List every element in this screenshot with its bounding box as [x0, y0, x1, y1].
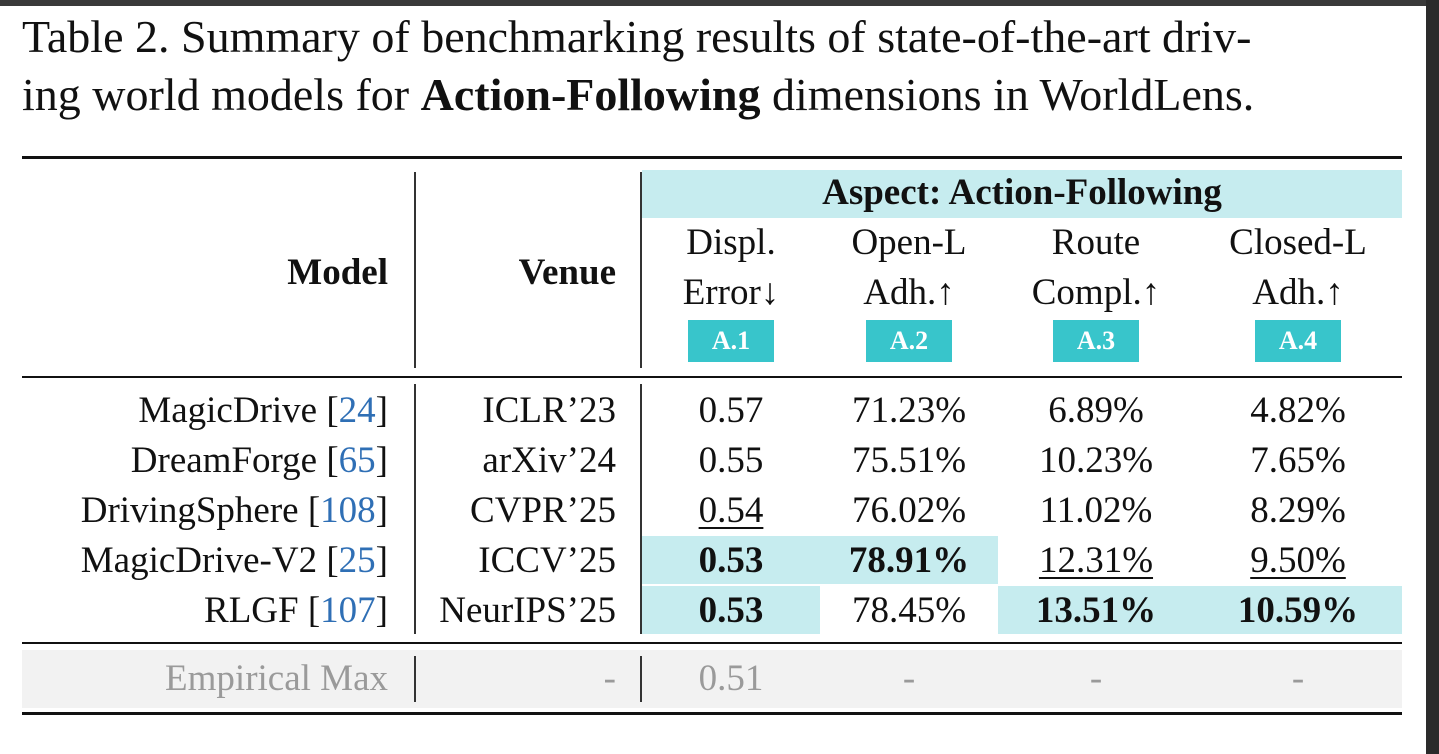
row1-val1: 0.57: [698, 390, 764, 431]
col2-badge: A.2: [866, 320, 952, 362]
row5-val2: 78.45%: [851, 590, 967, 631]
row4-val4: 9.50%: [1250, 540, 1346, 581]
row5-venue: NeurIPS’25: [439, 590, 616, 631]
col3-line2: Compl.↑: [1031, 272, 1161, 313]
highlight-row4: [642, 536, 998, 584]
col1-line1: Displ.: [686, 222, 776, 263]
row3-val3: 11.02%: [1039, 490, 1153, 531]
row3-model: DrivingSphere [108]: [80, 490, 388, 531]
empirical-val3: -: [1089, 658, 1103, 699]
vsep-emp-1: [414, 656, 416, 702]
caption-line-1: Table 2. Summary of benchmarking results…: [22, 11, 1252, 62]
highlight-row5-b: [998, 586, 1402, 634]
top-rule: [22, 156, 1402, 159]
caption-bold: Action-Following: [420, 69, 761, 120]
header-rule: [22, 376, 1402, 378]
body-rule: [22, 642, 1402, 644]
col2-line2: Adh.↑: [863, 272, 955, 313]
col3-badge: A.3: [1053, 320, 1139, 362]
aspect-header-bg: [642, 170, 1402, 218]
row4-venue: ICCV’25: [478, 540, 616, 581]
col1-badge: A.1: [688, 320, 774, 362]
row1-ref[interactable]: 24: [338, 390, 376, 431]
col4-badge: A.4: [1255, 320, 1341, 362]
header-model: Model: [287, 252, 388, 293]
row1-venue: ICLR’23: [482, 390, 616, 431]
col3-line1: Route: [1051, 222, 1141, 263]
row3-venue: CVPR’25: [470, 490, 616, 531]
row4-ref[interactable]: 25: [338, 540, 376, 581]
row1-val2: 71.23%: [851, 390, 967, 431]
col4-line1: Closed-L: [1229, 222, 1367, 263]
header-aspect: Aspect: Action-Following: [822, 172, 1222, 213]
row4-val2: 78.91%: [848, 540, 970, 581]
row2-model: DreamForge [65]: [130, 440, 388, 481]
row2-venue: arXiv’24: [482, 440, 616, 481]
row2-ref[interactable]: 65: [338, 440, 376, 481]
vsep-header-2: [640, 172, 642, 368]
row2-val1: 0.55: [698, 440, 764, 481]
row3-ref[interactable]: 108: [320, 490, 376, 531]
row1-val3: 6.89%: [1048, 390, 1144, 431]
row2-val3: 10.23%: [1038, 440, 1154, 481]
empirical-val1: 0.51: [698, 658, 764, 699]
empirical-venue: -: [603, 658, 616, 699]
table-caption: Table 2. Summary of benchmarking results…: [22, 8, 1422, 124]
bottom-rule: [22, 712, 1402, 715]
highlight-row5-a: [642, 586, 820, 634]
empirical-val2: -: [902, 658, 916, 699]
row5-ref[interactable]: 107: [320, 590, 376, 631]
col2-line1: Open-L: [851, 222, 967, 263]
row2-val4: 7.65%: [1250, 440, 1346, 481]
empirical-val4: -: [1291, 658, 1305, 699]
row4-model: MagicDrive-V2 [25]: [80, 540, 388, 581]
vsep-body-1: [414, 384, 416, 634]
empirical-model: Empirical Max: [165, 658, 388, 699]
vsep-header-1: [414, 172, 416, 368]
col1-line2: Error↓: [682, 272, 780, 313]
top-bar: [0, 0, 1439, 6]
row1-model: MagicDrive [24]: [138, 390, 388, 431]
row2-val2: 75.51%: [851, 440, 967, 481]
row4-val3: 12.31%: [1038, 540, 1154, 581]
row5-val1: 0.53: [698, 590, 764, 631]
row5-val4: 10.59%: [1237, 590, 1359, 631]
col4-line2: Adh.↑: [1252, 272, 1344, 313]
caption-line-2: ing world models for Action-Following di…: [22, 69, 1255, 120]
header-venue: Venue: [518, 252, 616, 293]
row3-val1: 0.54: [698, 490, 764, 531]
row1-val4: 4.82%: [1250, 390, 1346, 431]
empirical-row-bg: [22, 650, 1402, 708]
vsep-body-2: [640, 384, 642, 634]
row3-val2: 76.02%: [851, 490, 967, 531]
vsep-emp-2: [640, 656, 642, 702]
right-edge-bar: [1426, 0, 1439, 754]
row5-model: RLGF [107]: [204, 590, 388, 631]
row5-val3: 13.51%: [1035, 590, 1157, 631]
row4-val1: 0.53: [698, 540, 764, 581]
row3-val4: 8.29%: [1250, 490, 1346, 531]
